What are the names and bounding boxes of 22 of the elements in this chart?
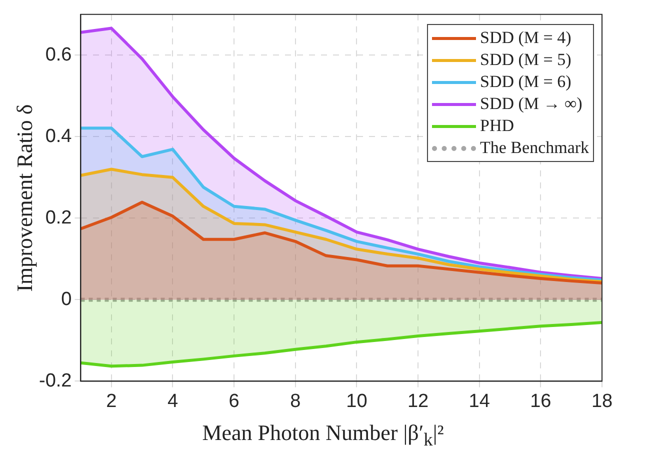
- y-tick-label: 0.2: [45, 207, 72, 228]
- legend-label: The Benchmark: [480, 138, 590, 158]
- x-tick-label: 16: [530, 390, 552, 412]
- x-tick-label: 12: [407, 390, 429, 412]
- y-tick-label: 0.6: [45, 44, 72, 66]
- y-tick-label: -0.2: [38, 370, 72, 392]
- x-tick-label: 18: [591, 390, 613, 412]
- y-tick-label: 0: [61, 288, 72, 310]
- y-tick-label: 0.4: [45, 126, 72, 147]
- legend-label: PHD: [480, 116, 514, 136]
- y-axis-title: Improvement Ratio δ: [12, 104, 38, 292]
- legend-label: SDD (M = 4): [480, 28, 572, 48]
- x-tick-label: 14: [468, 390, 490, 412]
- x-tick-label: 4: [167, 390, 178, 412]
- x-tick-label: 6: [228, 390, 240, 412]
- legend-label: SDD (M → ∞): [480, 94, 582, 114]
- legend-label: SDD (M = 5): [480, 50, 572, 70]
- x-tick-label: 2: [106, 390, 117, 412]
- x-tick-label: 8: [290, 390, 301, 412]
- x-axis-title: Mean Photon Number |β′$_{k}$|²: [201, 420, 445, 450]
- x-tick-label: 10: [346, 390, 368, 412]
- legend-label: SDD (M = 6): [480, 72, 572, 92]
